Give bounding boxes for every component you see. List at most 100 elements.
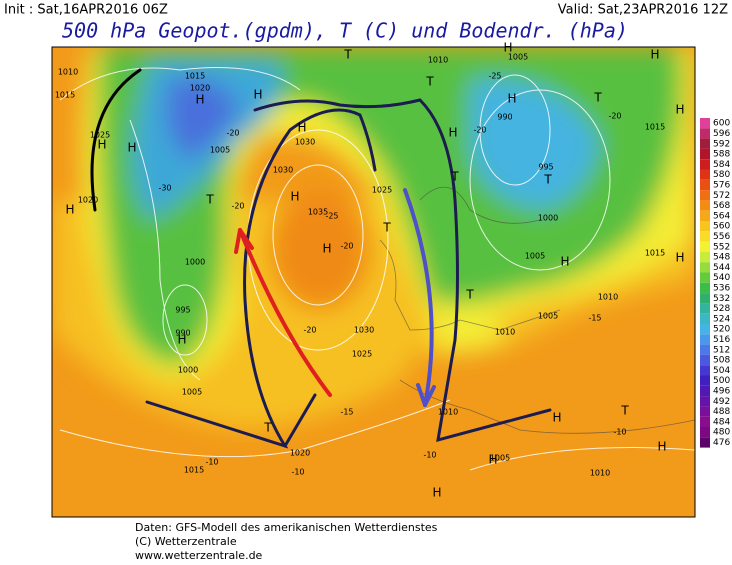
pressure-system: H [322, 242, 331, 256]
colorbar-label: 540 [713, 273, 730, 283]
colorbar-label: 520 [713, 325, 730, 335]
colorbar-swatch [700, 354, 710, 366]
isoline-label: 1010 [590, 469, 610, 478]
isoline-label: -20 [303, 326, 316, 335]
colorbar-label: 564 [713, 211, 730, 221]
pressure-system: H [195, 93, 204, 107]
colorbar-label: 484 [713, 417, 730, 427]
isoline-label: 1020 [78, 196, 98, 205]
colorbar-swatch [700, 303, 710, 314]
colorbar-swatch [700, 128, 710, 139]
isoline-label: 1015 [185, 72, 205, 81]
isoline-label: 1030 [354, 326, 374, 335]
colorbar-swatch [700, 437, 710, 448]
colorbar-label: 476 [713, 438, 730, 448]
colorbar-swatch [700, 221, 710, 232]
isoline-label: -10 [423, 451, 436, 460]
isoline-label: 1005 [210, 146, 230, 155]
colorbar-swatch [700, 179, 710, 191]
colorbar-label: 572 [713, 191, 730, 201]
colorbar-swatch [700, 313, 710, 324]
colorbar-swatch [700, 427, 710, 438]
isoline-label: -15 [588, 314, 601, 323]
colorbar-label: 560 [713, 222, 730, 232]
colorbar-swatch [700, 118, 710, 129]
isoline-label: 1005 [490, 454, 510, 463]
colorbar-label: 556 [713, 232, 730, 242]
footer-line: www.wetterzentrale.de [135, 549, 263, 562]
isoline-label: -15 [340, 408, 353, 417]
isoline-label: 1030 [273, 166, 293, 175]
colorbar-label: 588 [713, 150, 730, 160]
colorbar-swatch [700, 282, 710, 294]
isoline-label: 1010 [495, 328, 515, 337]
pressure-system: H [448, 126, 457, 140]
colorbar-swatch [700, 138, 710, 149]
colorbar-swatch [700, 241, 710, 252]
isoline-label: 1005 [508, 53, 528, 62]
colorbar-label: 524 [713, 314, 730, 324]
colorbar-swatch [700, 293, 710, 304]
colorbar-label: 500 [713, 376, 730, 386]
pressure-system: H [560, 255, 569, 269]
colorbar-swatch [700, 344, 710, 355]
colorbar-swatch [700, 272, 710, 283]
isoline-label: -20 [226, 129, 239, 138]
isoline-label: 995 [175, 306, 190, 315]
isoline-label: 1010 [438, 408, 458, 417]
isoline-label: 1020 [190, 84, 210, 93]
colorbar-label: 596 [713, 129, 730, 139]
init-time: Init : Sat,16APR2016 06Z [4, 3, 168, 18]
colorbar-swatch [700, 200, 710, 211]
colorbar-label: 600 [713, 119, 730, 129]
colorbar-swatch [700, 324, 710, 335]
colorbar-label: 480 [713, 428, 730, 438]
pressure-system: T [450, 170, 459, 184]
colorbar-label: 536 [713, 283, 730, 293]
colorbar-label: 532 [713, 294, 730, 304]
pressure-system: H [127, 141, 136, 155]
isoline-label: -20 [608, 112, 621, 121]
isoline-label: 1010 [598, 293, 618, 302]
footer-line: Daten: GFS-Modell des amerikanischen Wet… [135, 521, 438, 534]
pressure-system: H [253, 88, 262, 102]
isoline-label: -25 [325, 212, 338, 221]
colorbar-label: 508 [713, 356, 730, 366]
pressure-system: H [290, 190, 299, 204]
isoline-label: 1000 [178, 366, 198, 375]
isoline-label: 1025 [372, 186, 392, 195]
colorbar-swatch [700, 334, 710, 345]
isoline-label: 1015 [184, 466, 204, 475]
colorbar-label: 504 [713, 366, 730, 376]
valid-time: Valid: Sat,23APR2016 12Z [558, 3, 728, 18]
colorbar-label: 568 [713, 201, 730, 211]
colorbar-label: 516 [713, 335, 730, 345]
pressure-system: H [507, 92, 516, 106]
pressure-system: T [543, 173, 552, 187]
pressure-system: H [97, 138, 106, 152]
annotations [90, 68, 552, 449]
isoline-label: 1015 [645, 123, 665, 132]
pressure-system: H [177, 333, 186, 347]
isoline-label: 1010 [428, 56, 448, 65]
map [52, 47, 695, 517]
colorbar-swatch [700, 375, 710, 386]
colorbar-swatch [700, 159, 710, 170]
colorbar-swatch [700, 396, 710, 407]
isoline-label: 1030 [295, 138, 315, 147]
colorbar-label: 492 [713, 397, 730, 407]
colorbar-label: 552 [713, 242, 730, 252]
isoline-label: -20 [473, 126, 486, 135]
pressure-system: H [297, 121, 306, 135]
isoline-label: 1005 [538, 312, 558, 321]
pressure-system: T [593, 91, 602, 105]
map-frame [51, 46, 696, 518]
pressure-system: H [488, 453, 497, 467]
pressure-system: T [263, 421, 272, 435]
isoline-label: 1005 [525, 252, 545, 261]
colorbar-label: 544 [713, 263, 730, 273]
colorbar-label: 576 [713, 180, 730, 190]
isoline-label: 1025 [352, 350, 372, 359]
colorbar-swatch [700, 416, 710, 427]
